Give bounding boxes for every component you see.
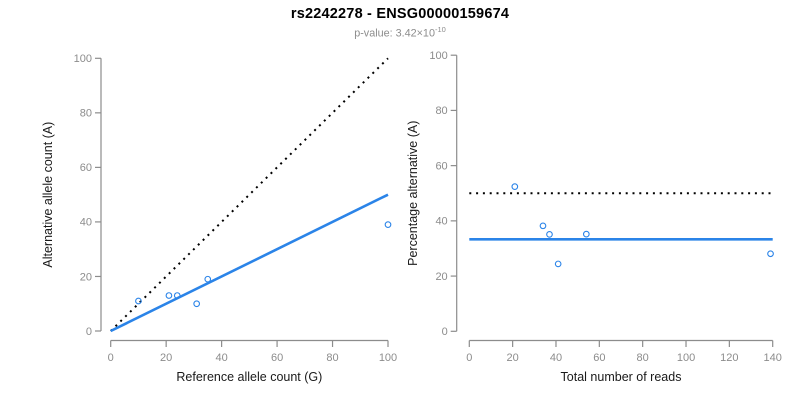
pvalue-label: p-value: 3.42×10 bbox=[354, 27, 435, 40]
y-axis-title: Alternative allele count (A) bbox=[41, 122, 55, 268]
data-point bbox=[767, 250, 774, 258]
y-tick-label: 20 bbox=[80, 271, 92, 283]
x-tick-label: 20 bbox=[507, 352, 519, 364]
x-tick-label: 20 bbox=[160, 352, 172, 364]
fit-line bbox=[110, 193, 389, 333]
x-tick-label: 100 bbox=[677, 352, 695, 364]
x-axis-title: Reference allele count (G) bbox=[176, 370, 322, 384]
data-point bbox=[554, 260, 562, 268]
data-point bbox=[135, 297, 142, 305]
x-tick-label: 0 bbox=[108, 352, 114, 364]
figure-subtitle: p-value: 3.42×10-10 bbox=[0, 25, 800, 40]
x-tick-label: 140 bbox=[764, 352, 782, 364]
y-tick-label: 60 bbox=[435, 160, 447, 172]
x-tick-label: 120 bbox=[720, 352, 738, 364]
data-point bbox=[511, 183, 519, 190]
data-point bbox=[582, 230, 590, 238]
x-tick-label: 80 bbox=[637, 352, 649, 364]
data-point bbox=[384, 221, 392, 228]
data-point bbox=[173, 292, 181, 299]
y-tick-label: 60 bbox=[80, 162, 92, 174]
data-point bbox=[204, 275, 212, 283]
y-tick-label: 100 bbox=[74, 53, 92, 65]
y-tick-label: 80 bbox=[435, 105, 447, 117]
y-tick-label: 100 bbox=[429, 50, 447, 62]
y-tick-label: 80 bbox=[80, 108, 92, 120]
x-axis-title: Total number of reads bbox=[561, 370, 682, 384]
x-tick-label: 60 bbox=[271, 352, 283, 364]
pvalue-exponent: -10 bbox=[434, 25, 446, 34]
data-point bbox=[546, 231, 553, 238]
y-tick-label: 0 bbox=[442, 326, 448, 338]
y-tick-label: 40 bbox=[435, 216, 447, 228]
y-axis-title: Percentage alternative (A) bbox=[406, 121, 420, 266]
x-tick-label: 80 bbox=[326, 352, 338, 364]
y-tick-label: 0 bbox=[86, 326, 92, 338]
x-tick-label: 40 bbox=[550, 352, 562, 364]
figure-title: rs2242278 - ENSG00000159674 bbox=[290, 6, 510, 22]
y-tick-label: 20 bbox=[435, 271, 447, 283]
x-tick-label: 100 bbox=[379, 352, 397, 364]
y-tick-label: 40 bbox=[80, 217, 92, 229]
identity-line bbox=[109, 57, 389, 332]
x-tick-label: 0 bbox=[466, 352, 472, 364]
data-point bbox=[165, 292, 173, 299]
x-tick-label: 60 bbox=[593, 352, 605, 364]
data-point bbox=[539, 222, 547, 230]
x-tick-label: 40 bbox=[215, 352, 227, 364]
data-point bbox=[193, 300, 201, 308]
